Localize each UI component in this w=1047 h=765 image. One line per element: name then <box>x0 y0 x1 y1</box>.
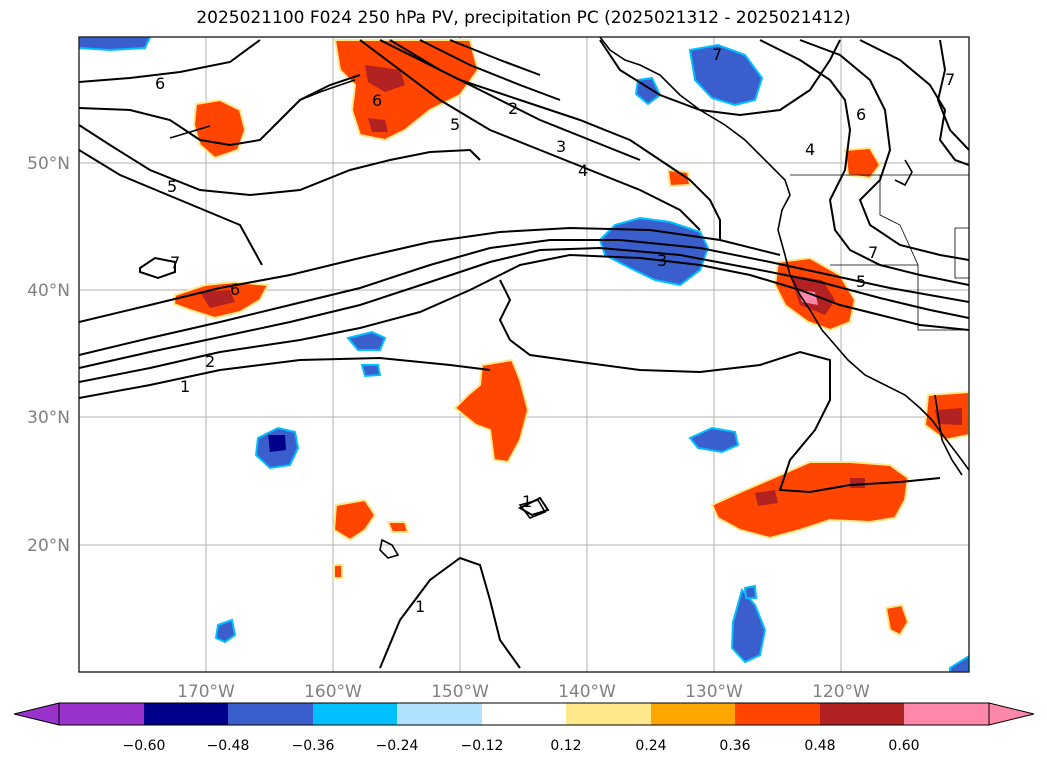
colorbar-bin <box>651 703 735 725</box>
lon-tick: 170°W <box>177 682 235 702</box>
map-title: 2025021100 F024 250 hPa PV, precipitatio… <box>196 8 851 28</box>
colorbar-tick: −0.48 <box>207 738 250 754</box>
borders <box>790 174 969 331</box>
contour-label-2a: 2 <box>205 352 215 371</box>
colorbar-tick: −0.36 <box>292 738 335 754</box>
contour-label-7c: 7 <box>945 70 955 89</box>
contour-label-6d: 6 <box>856 105 866 124</box>
colorbar-tick: −0.24 <box>376 738 419 754</box>
colorbar-bin <box>566 703 651 725</box>
colorbar-bin <box>228 703 313 725</box>
contour-label-6b: 6 <box>372 91 382 110</box>
colorbar-bin <box>820 703 904 725</box>
lat-tick: 30°N <box>27 408 70 428</box>
colorbar-bin <box>482 703 566 725</box>
colorbar: −0.60 −0.48 −0.36 −0.24 −0.12 0.12 0.24 … <box>13 702 1035 754</box>
colorbar-tick: −0.60 <box>123 738 166 754</box>
contour-label-5c: 5 <box>856 272 866 291</box>
map-frame <box>78 36 970 673</box>
colorbar-tick: 0.12 <box>550 738 581 754</box>
contour-label-6c: 6 <box>230 280 240 299</box>
colorbar-extend-min <box>13 702 60 726</box>
colorbar-bin <box>144 703 228 725</box>
contour-label-3b: 3 <box>657 251 667 270</box>
pv-contours <box>79 39 969 669</box>
lon-tick: 160°W <box>304 682 362 702</box>
colorbar-tick: −0.12 <box>461 738 504 754</box>
lon-tick: 130°W <box>685 682 743 702</box>
contour-label-7a: 7 <box>170 253 180 272</box>
colorbar-extend-max <box>988 702 1035 726</box>
contour-label-1b: 1 <box>415 597 425 616</box>
contour-label-4b: 4 <box>805 140 815 159</box>
lon-tick: 120°W <box>812 682 870 702</box>
colorbar-tick: 0.48 <box>804 738 835 754</box>
lat-tick-labels: 50°N 40°N 30°N 20°N <box>27 154 70 556</box>
colorbar-bin <box>397 703 482 725</box>
contour-label-6a: 6 <box>155 74 165 93</box>
colorbar-bin <box>904 703 989 725</box>
lat-tick: 40°N <box>27 281 70 301</box>
colorbar-tick: 0.24 <box>635 738 666 754</box>
colorbar-tick: 0.36 <box>719 738 750 754</box>
lon-tick: 140°W <box>558 682 616 702</box>
contour-label-2b: 2 <box>508 99 518 118</box>
pv-contour-labels: 1 1 2 2 3 3 4 4 5 5 5 6 6 6 6 7 7 7 7 1 <box>155 45 955 616</box>
colorbar-tick: 0.60 <box>888 738 919 754</box>
colorbar-bin <box>313 703 397 725</box>
contour-label-1c: 1 <box>522 492 532 511</box>
lat-tick: 50°N <box>27 154 70 174</box>
contour-label-1a: 1 <box>180 377 190 396</box>
contour-label-7b: 7 <box>868 243 878 262</box>
lon-tick: 150°W <box>431 682 489 702</box>
lon-tick-labels: 170°W 160°W 150°W 140°W 130°W 120°W <box>177 682 870 702</box>
lat-tick: 20°N <box>27 536 70 556</box>
colorbar-frame <box>58 702 990 726</box>
colorbar-tick-labels: −0.60 −0.48 −0.36 −0.24 −0.12 0.12 0.24 … <box>123 738 920 754</box>
colorbar-bin <box>59 703 144 725</box>
contour-label-4a: 4 <box>578 161 588 180</box>
contour-label-3a: 3 <box>556 137 566 156</box>
contour-label-5b: 5 <box>167 177 177 196</box>
contour-label-5a: 5 <box>450 115 460 134</box>
colorbar-bin <box>735 703 820 725</box>
contour-label-7d: 7 <box>712 45 722 64</box>
